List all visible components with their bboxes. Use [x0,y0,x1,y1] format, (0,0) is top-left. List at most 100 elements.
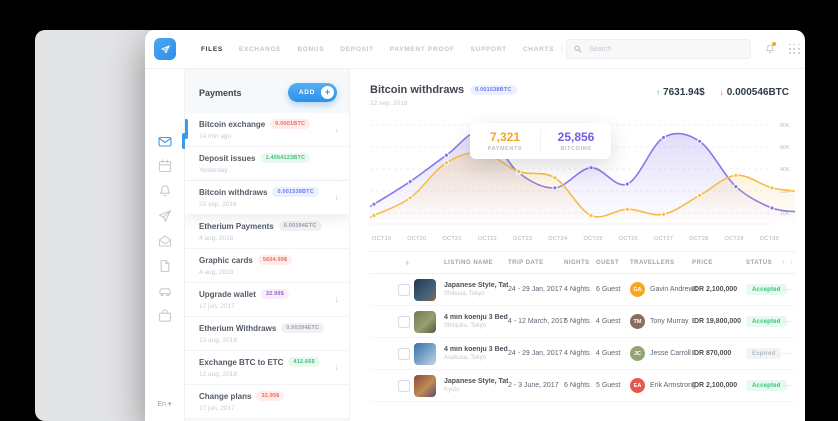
apps-grid-button[interactable] [789,43,800,55]
table-add-button[interactable]: + [404,257,410,268]
listing-cell: 4 min koenju 3 Bedroo... Asakusa, Tokyo [444,346,508,361]
nav-item-exchange[interactable]: EXCHANGE [238,45,282,53]
listing-cell: 4 min koenju 3 Bedroo... Shinjuku, Tokyo [444,314,508,329]
row-checkbox[interactable] [398,315,410,328]
payment-badge: 32.99$ [256,391,285,401]
guest-cell: 5 Guest [596,382,621,389]
nav-item-payment-proof[interactable]: PAYMENT PROOF [389,45,455,53]
col-trip-date[interactable]: TRIP DATE [508,259,544,266]
payment-item[interactable]: Etherium Withdraws 0.00394ETC 13 aug, 2018 [185,317,349,351]
download-icon[interactable]: ↓ [334,294,340,304]
bookings-table: + LISTING NAME TRIP DATE NIGHTS GUEST TR… [370,251,795,402]
col-nights[interactable]: NIGHTS [564,259,590,266]
trip-date-cell: 2 - 3 June, 2017 [508,382,559,389]
nights-cell: 4 Nights [564,350,590,357]
payments-line [370,151,795,219]
bitcoins-data-point [769,205,775,211]
nav-item-support[interactable]: SUPPORT [470,45,507,53]
payment-item[interactable]: Change plans 32.99$ 17 jun, 2017 [185,385,349,419]
payment-item[interactable]: Bitcoin withdraws 0.001538BTC 22 sep, 2018… [185,181,349,215]
traveller-cell: GA Gavin Andrews [630,282,697,297]
nav-item-deposit[interactable]: DEPOSIT [340,45,374,53]
app-logo[interactable] [154,38,176,60]
trip-date-cell: 24 - 29 Jan, 2017 [508,286,563,293]
status-badge: Expired [746,348,782,359]
briefcase-icon[interactable] [157,308,173,324]
col-price[interactable]: PRICE [692,259,713,266]
prev-page-button[interactable]: ‹ [782,259,785,266]
payment-date: Yesterday [199,167,228,174]
next-page-button[interactable]: › [790,259,793,266]
bitcoins-data-point [552,185,558,191]
col-status[interactable]: STATUS [746,259,773,266]
payment-item[interactable]: Bitcoin exchange 0.0001BTC 14 min ago ↓ [185,113,349,147]
payment-badge: 412.66$ [288,357,320,367]
tooltip-bitcoins-value: 25,856 [557,130,595,144]
download-icon[interactable]: ↓ [334,362,340,372]
row-checkbox[interactable] [398,283,410,296]
trip-date-cell: 4 - 12 March, 2017 [508,318,567,325]
listing-name: 4 min koenju 3 Bedroo... [444,314,508,321]
nights-cell: 4 Nights [564,286,590,293]
payment-title: Etherium Payments [199,221,274,231]
bitcoins-data-point [733,184,739,190]
mail-icon[interactable] [157,133,185,149]
traveller-name: Jesse Carroll [650,350,691,357]
payment-title: Change plans [199,391,252,401]
payments-area [370,152,795,224]
payment-item-left: Etherium Payments 0.00394ETC 4 aug, 2018 [199,221,322,242]
col-guest[interactable]: GUEST [596,259,620,266]
x-tick-label: OCT20 [407,236,427,242]
payment-badge: 0.001538BTC [272,187,319,197]
payment-title: Upgrade wallet [199,289,256,299]
stat-up-value: 7631.94$ [663,87,705,98]
download-icon[interactable]: ↓ [334,192,340,202]
col-listing-name[interactable]: LISTING NAME [444,259,493,266]
payments-title: Payments [199,87,242,98]
main-header: Bitcoin withdraws 0.001538BTC 22 sep, 20… [370,69,795,107]
payment-item[interactable]: Etherium Payments 0.00394ETC 4 aug, 2018 [185,215,349,249]
payments-data-point [443,160,450,166]
nav-item-files[interactable]: FILES [201,45,223,53]
payments-panel: Payments ADD + Bitcoin exchange 0.0001BTC… [185,69,350,421]
col-travellers[interactable]: TRAVELLERS [630,259,675,266]
document-icon[interactable] [157,258,173,274]
inbox-icon[interactable] [157,233,173,249]
payment-item[interactable]: Deposit issues 1.4054123BTC Yesterday [185,147,349,181]
car-icon[interactable] [157,283,173,299]
calendar-icon[interactable] [157,158,173,174]
listing-location: Kyoto [444,387,460,393]
row-checkbox[interactable] [398,379,410,392]
payment-badge: 32.99$ [260,289,289,299]
payments-data-point [733,172,739,178]
bell-icon[interactable] [157,183,173,199]
payment-item[interactable]: Upgrade wallet 32.99$ 17 jun, 2017 ↓ [185,283,349,317]
row-menu-button[interactable]: ⋯ [782,284,793,294]
payment-date: 13 aug, 2018 [199,337,237,344]
search-box[interactable] [566,39,752,59]
notifications-button[interactable] [764,42,777,55]
nav-overflow-menu[interactable]: ⋮ [558,44,567,54]
main-content: Bitcoin withdraws 0.001538BTC 22 sep, 20… [350,69,805,421]
traveller-name: Tony Murray [650,318,689,325]
payment-badge: 0.00394ETC [281,323,325,333]
add-payment-button[interactable]: ADD + [287,83,337,102]
payment-item[interactable]: Exchange BTC to ETC 412.66$ 12 aug, 2018 ↓ [185,351,349,385]
download-icon[interactable]: ↓ [334,124,340,134]
send-icon[interactable] [157,208,173,224]
rocket-icon [160,44,170,53]
search-input[interactable] [587,44,744,54]
listing-location: Shinjuku, Tokyo [444,323,486,329]
nav-item-charts[interactable]: CHARTS [522,45,555,53]
y-tick-label: 40K [780,167,790,173]
row-menu-button[interactable]: ⋯ [782,380,793,390]
nav-item-bonus[interactable]: BONUS [297,45,325,53]
payment-date: 22 sep, 2018 [199,201,237,208]
language-selector[interactable]: En ▾ [157,400,171,408]
row-menu-button[interactable]: ⋯ [782,348,793,358]
payment-item-left: Etherium Withdraws 0.00394ETC 13 aug, 2018 [199,323,325,344]
payment-item[interactable]: Graphic cards 5604.99$ 4 aug, 2018 [185,249,349,283]
row-menu-button[interactable]: ⋯ [782,316,793,326]
page-title-badge: 0.001538BTC [470,85,517,95]
row-checkbox[interactable] [398,347,410,360]
